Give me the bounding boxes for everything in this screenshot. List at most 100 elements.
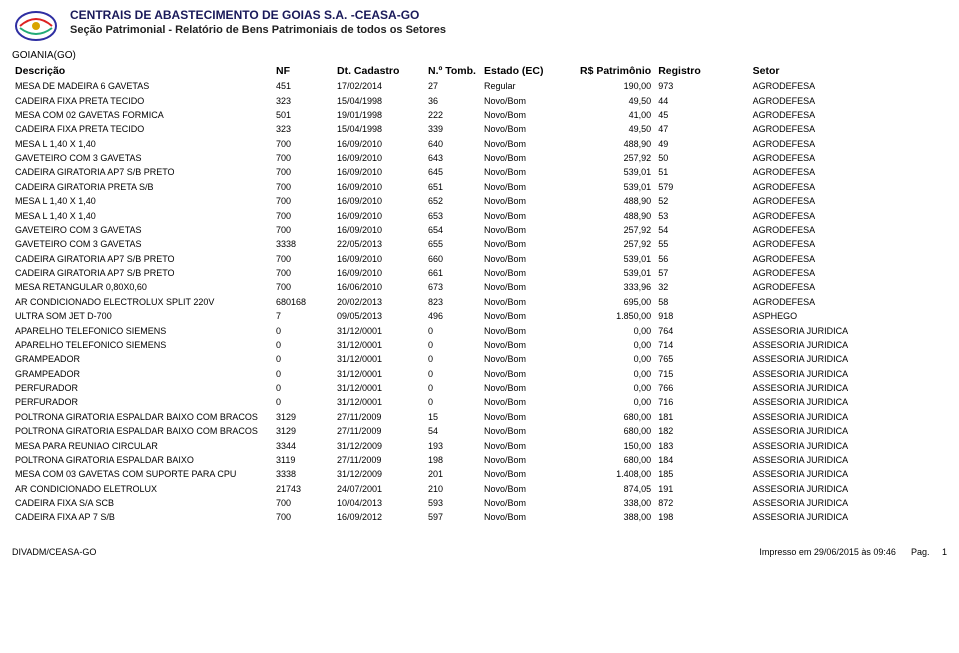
- cell-setor: AGRODEFESA: [750, 266, 947, 280]
- cell-tomb: 15: [425, 410, 481, 424]
- cell-nf: 700: [273, 165, 334, 179]
- cell-desc: CADEIRA GIRATORIA AP7 S/B PRETO: [12, 252, 273, 266]
- footer-left: DIVADM/CEASA-GO: [12, 547, 96, 557]
- cell-tomb: 27: [425, 79, 481, 93]
- cell-valor: 488,90: [577, 208, 655, 222]
- cell-estado: Novo/Bom: [481, 137, 577, 151]
- cell-nf: 0: [273, 381, 334, 395]
- cell-setor: ASSESORIA JURIDICA: [750, 510, 947, 524]
- cell-cadastro: 20/02/2013: [334, 295, 425, 309]
- cell-cadastro: 31/12/2009: [334, 438, 425, 452]
- cell-cadastro: 31/12/0001: [334, 352, 425, 366]
- cell-registro: 58: [655, 295, 749, 309]
- report-titles: CENTRAIS DE ABASTECIMENTO DE GOIAS S.A. …: [70, 8, 446, 36]
- cell-tomb: 0: [425, 381, 481, 395]
- footer-page-label: Pag.: [911, 547, 930, 557]
- col-valor: R$ Patrimônio: [577, 63, 655, 79]
- cell-estado: Novo/Bom: [481, 482, 577, 496]
- cell-setor: ASSESORIA JURIDICA: [750, 496, 947, 510]
- cell-desc: CADEIRA FIXA S/A SCB: [12, 496, 273, 510]
- cell-desc: MESA COM 02 GAVETAS FORMICA: [12, 108, 273, 122]
- cell-nf: 323: [273, 122, 334, 136]
- col-registro: Registro: [655, 63, 749, 79]
- cell-nf: 700: [273, 180, 334, 194]
- cell-estado: Novo/Bom: [481, 151, 577, 165]
- cell-desc: ULTRA SOM JET D-700: [12, 309, 273, 323]
- cell-desc: CADEIRA GIRATORIA AP7 S/B PRETO: [12, 165, 273, 179]
- cell-setor: AGRODEFESA: [750, 208, 947, 222]
- cell-valor: 874,05: [577, 482, 655, 496]
- cell-tomb: 222: [425, 108, 481, 122]
- cell-nf: 0: [273, 323, 334, 337]
- cell-registro: 183: [655, 438, 749, 452]
- cell-estado: Novo/Bom: [481, 223, 577, 237]
- cell-tomb: 198: [425, 453, 481, 467]
- cell-nf: 700: [273, 252, 334, 266]
- cell-desc: PERFURADOR: [12, 395, 273, 409]
- cell-setor: ASSESORIA JURIDICA: [750, 438, 947, 452]
- cell-valor: 0,00: [577, 367, 655, 381]
- table-row: POLTRONA GIRATORIA ESPALDAR BAIXO COM BR…: [12, 424, 947, 438]
- cell-estado: Novo/Bom: [481, 395, 577, 409]
- cell-tomb: 823: [425, 295, 481, 309]
- cell-desc: GAVETEIRO COM 3 GAVETAS: [12, 237, 273, 251]
- table-row: CADEIRA FIXA PRETA TECIDO32315/04/199833…: [12, 122, 947, 136]
- col-estado: Estado (EC): [481, 63, 577, 79]
- cell-desc: CADEIRA GIRATORIA PRETA S/B: [12, 180, 273, 194]
- cell-nf: 3129: [273, 424, 334, 438]
- cell-nf: 700: [273, 510, 334, 524]
- cell-registro: 56: [655, 252, 749, 266]
- cell-estado: Novo/Bom: [481, 467, 577, 481]
- cell-nf: 700: [273, 208, 334, 222]
- cell-registro: 766: [655, 381, 749, 395]
- cell-valor: 539,01: [577, 180, 655, 194]
- cell-cadastro: 16/06/2010: [334, 280, 425, 294]
- cell-setor: AGRODEFESA: [750, 194, 947, 208]
- cell-estado: Novo/Bom: [481, 381, 577, 395]
- footer-printed: Impresso em 29/06/2015 às 09:46: [759, 547, 896, 557]
- cell-desc: CADEIRA FIXA PRETA TECIDO: [12, 93, 273, 107]
- cell-desc: MESA DE MADEIRA 6 GAVETAS: [12, 79, 273, 93]
- cell-setor: ASSESORIA JURIDICA: [750, 467, 947, 481]
- cell-estado: Novo/Bom: [481, 237, 577, 251]
- cell-estado: Novo/Bom: [481, 323, 577, 337]
- cell-desc: MESA L 1,40 X 1,40: [12, 137, 273, 151]
- cell-cadastro: 31/12/0001: [334, 381, 425, 395]
- cell-tomb: 0: [425, 338, 481, 352]
- cell-setor: ASSESORIA JURIDICA: [750, 323, 947, 337]
- cell-tomb: 210: [425, 482, 481, 496]
- cell-valor: 680,00: [577, 453, 655, 467]
- cell-registro: 872: [655, 496, 749, 510]
- cell-cadastro: 16/09/2010: [334, 180, 425, 194]
- col-desc: Descrição: [12, 63, 273, 79]
- table-row: CADEIRA GIRATORIA AP7 S/B PRETO70016/09/…: [12, 266, 947, 280]
- cell-estado: Novo/Bom: [481, 424, 577, 438]
- cell-tomb: 640: [425, 137, 481, 151]
- cell-nf: 700: [273, 496, 334, 510]
- cell-tomb: 645: [425, 165, 481, 179]
- cell-cadastro: 19/01/1998: [334, 108, 425, 122]
- cell-cadastro: 31/12/0001: [334, 338, 425, 352]
- cell-estado: Novo/Bom: [481, 165, 577, 179]
- col-cadastro: Dt. Cadastro: [334, 63, 425, 79]
- cell-tomb: 643: [425, 151, 481, 165]
- cell-tomb: 36: [425, 93, 481, 107]
- cell-setor: ASSESORIA JURIDICA: [750, 424, 947, 438]
- cell-setor: AGRODEFESA: [750, 295, 947, 309]
- cell-cadastro: 16/09/2010: [334, 194, 425, 208]
- cell-tomb: 660: [425, 252, 481, 266]
- table-header-row: Descrição NF Dt. Cadastro N.º Tomb. Esta…: [12, 63, 947, 79]
- cell-registro: 51: [655, 165, 749, 179]
- cell-estado: Novo/Bom: [481, 252, 577, 266]
- cell-registro: 52: [655, 194, 749, 208]
- cell-desc: MESA RETANGULAR 0,80X0,60: [12, 280, 273, 294]
- cell-valor: 488,90: [577, 137, 655, 151]
- cell-valor: 49,50: [577, 122, 655, 136]
- cell-valor: 539,01: [577, 266, 655, 280]
- cell-registro: 47: [655, 122, 749, 136]
- table-row: GRAMPEADOR031/12/00010Novo/Bom0,00765ASS…: [12, 352, 947, 366]
- cell-valor: 0,00: [577, 381, 655, 395]
- table-row: MESA DE MADEIRA 6 GAVETAS45117/02/201427…: [12, 79, 947, 93]
- cell-registro: 50: [655, 151, 749, 165]
- cell-cadastro: 31/12/0001: [334, 323, 425, 337]
